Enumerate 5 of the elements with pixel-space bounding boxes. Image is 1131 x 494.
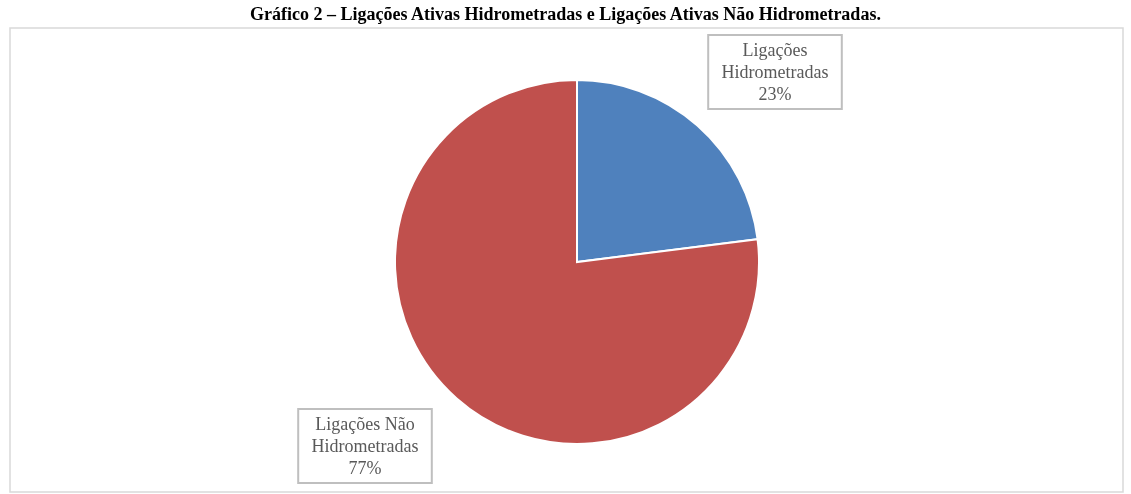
slice-label: Ligações Não Hidrometradas bbox=[311, 414, 419, 457]
slice-label: Ligações Hidrometradas bbox=[721, 40, 829, 83]
chart-title: Gráfico 2 – Ligações Ativas Hidrometradas e Ligações Ativas Não Hidrometradas. bbox=[250, 4, 881, 24]
data-label: 23% bbox=[758, 84, 792, 105]
data-label: 77% bbox=[348, 458, 382, 479]
